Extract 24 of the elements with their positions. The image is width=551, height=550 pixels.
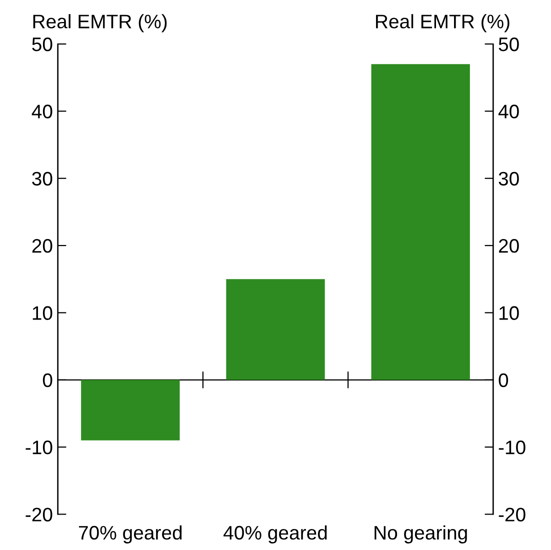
y-tick-label: 20 (32, 239, 52, 253)
y2-tick-label: 40 (498, 104, 519, 118)
bar (371, 64, 470, 380)
bar (226, 279, 325, 380)
y2-tick-label: 20 (498, 239, 519, 253)
y2-tick-label: -10 (498, 440, 526, 454)
y2-tick-label: 50 (498, 37, 519, 52)
y2-tick-label: 10 (499, 306, 519, 320)
x-tick-label: 40% geared (224, 525, 327, 544)
y2-tick-label: -20 (498, 508, 526, 522)
y-tick-label: 0 (42, 373, 52, 388)
y-tick-label: 30 (32, 172, 52, 186)
y-tick-label: 50 (32, 37, 52, 52)
y2-tick-label: 30 (498, 172, 519, 186)
y-axis-title: Real EMTR (%) (33, 14, 167, 32)
y2-tick-label: 0 (498, 373, 508, 388)
y-tick-label: 40 (32, 104, 52, 118)
y2-axis-title: Real EMTR (%) (376, 14, 510, 32)
bar (81, 380, 180, 440)
x-tick-label: No gearing (374, 525, 467, 544)
x-tick-label: 70% geared (78, 525, 182, 544)
y-tick-label: -20 (26, 508, 52, 522)
y-tick-label: 10 (32, 306, 52, 320)
y-tick-label: -10 (26, 440, 52, 454)
